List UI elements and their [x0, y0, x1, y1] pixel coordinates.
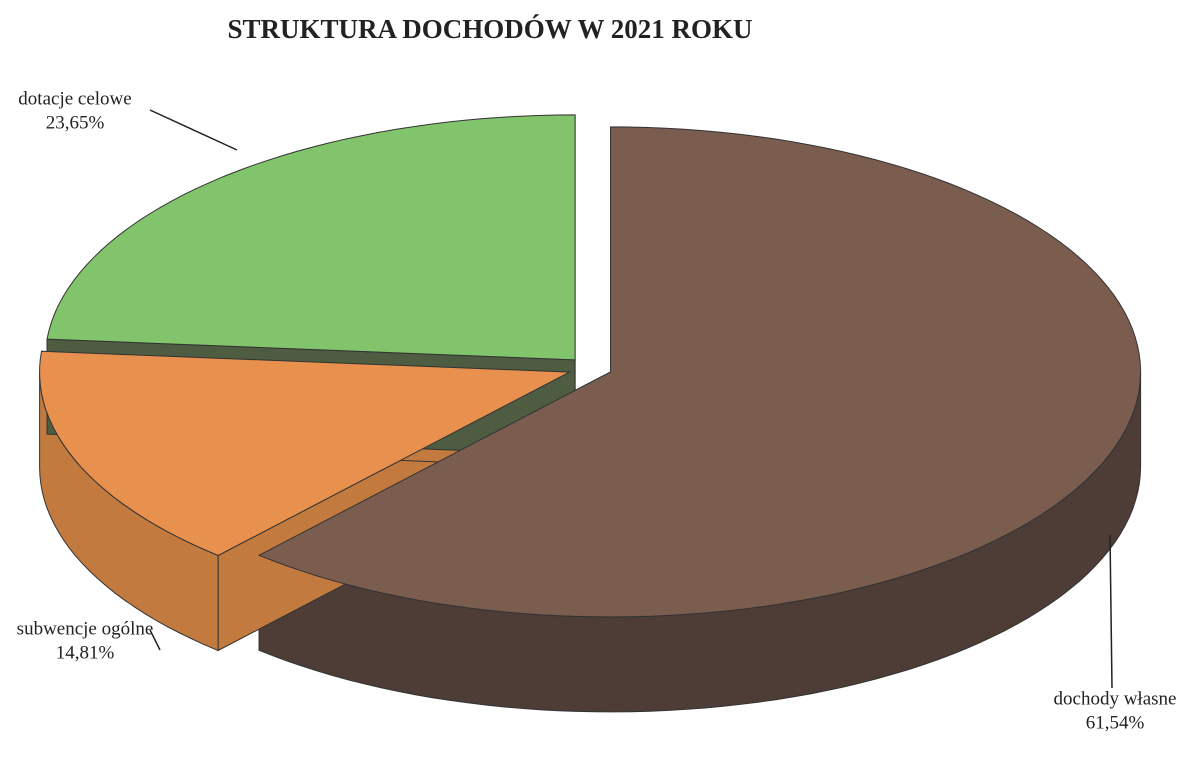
- slice-label: subwencje ogólne: [17, 618, 154, 639]
- slice-value-label: 23,65%: [46, 112, 105, 133]
- slice-value-label: 14,81%: [56, 642, 115, 663]
- leader-line: [1109, 534, 1113, 689]
- slice: [39, 350, 572, 557]
- slice-label: dochody własne: [1054, 688, 1177, 709]
- leader-line: [149, 109, 238, 151]
- slice-value-label: 61,54%: [1086, 712, 1145, 733]
- leader-line: [149, 629, 161, 651]
- slice-label: dotacje celowe: [18, 88, 131, 109]
- slice: [257, 126, 1142, 618]
- chart-title: STRUKTURA DOCHODÓW W 2021 ROKU: [227, 14, 752, 44]
- slice: [46, 114, 576, 361]
